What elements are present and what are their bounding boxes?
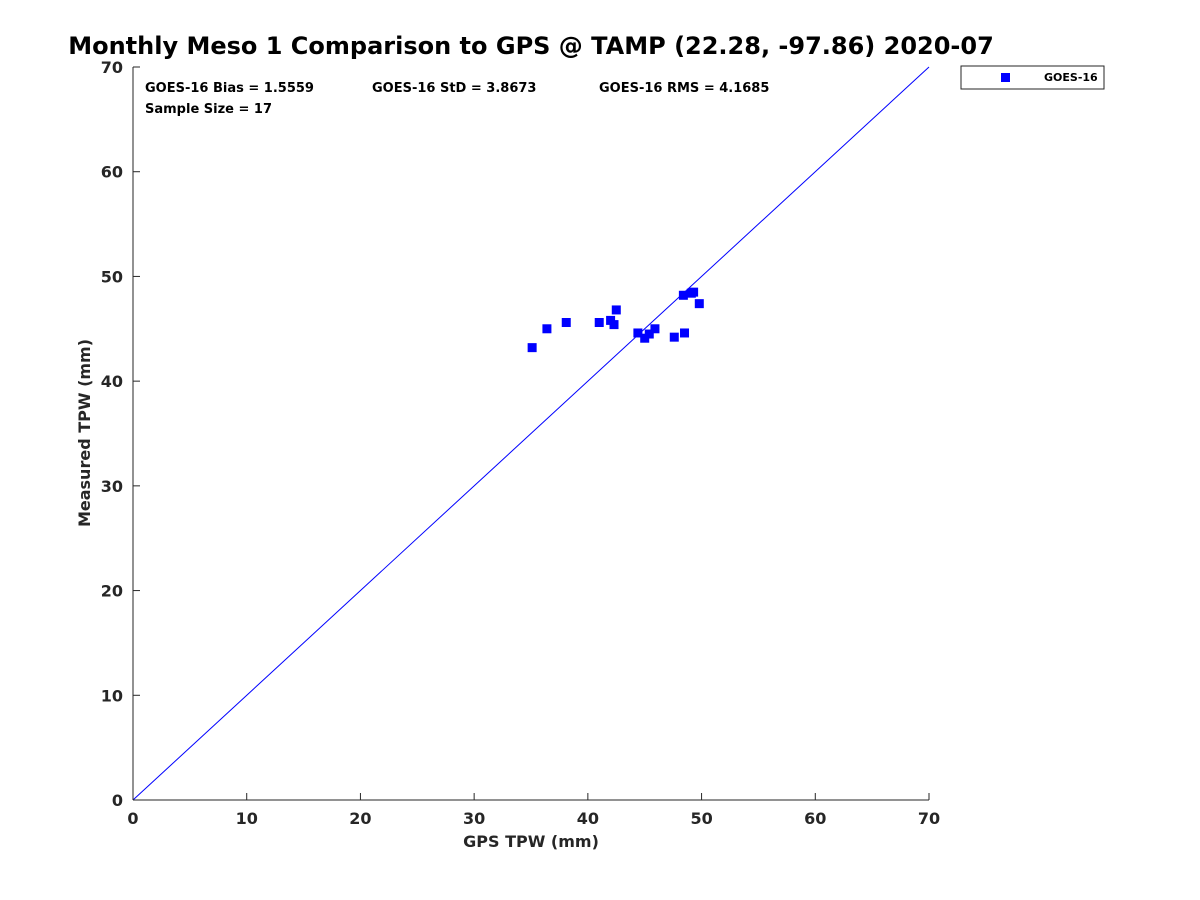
y-tick-label: 0: [112, 791, 123, 810]
x-tick-label: 70: [918, 809, 940, 828]
data-point: [640, 333, 650, 343]
data-point: [527, 343, 537, 353]
data-point: [680, 328, 690, 338]
y-tick-label: 60: [101, 163, 123, 182]
data-point: [689, 287, 699, 297]
y-axis-label: Measured TPW (mm): [75, 339, 94, 527]
x-tick-label: 10: [236, 809, 258, 828]
legend-label: GOES-16: [1044, 71, 1098, 84]
one-to-one-line: [132, 66, 930, 801]
legend-box: [960, 65, 1105, 90]
data-points: [527, 287, 704, 353]
plot-area: 0 10 20 30 40 50 60 70 0 10 20 30 40 50 60 70: [101, 58, 940, 828]
data-point: [694, 299, 704, 309]
rms-stat: GOES-16 RMS = 4.1685: [599, 81, 769, 96]
y-tick-label: 70: [101, 58, 123, 77]
std-stat: GOES-16 StD = 3.8673: [372, 81, 536, 96]
x-tick-label: 60: [804, 809, 826, 828]
x-tick-label: 30: [463, 809, 485, 828]
data-point: [594, 318, 604, 328]
y-tick-label: 20: [101, 582, 123, 601]
y-tick-label: 40: [101, 372, 123, 391]
data-point: [542, 324, 552, 334]
data-point: [650, 324, 660, 334]
y-ticks: 0 10 20 30 40 50 60 70: [101, 58, 140, 810]
x-tick-label: 20: [349, 809, 371, 828]
data-point: [609, 320, 619, 330]
data-point: [644, 329, 654, 339]
bias-stat: GOES-16 Bias = 1.5559: [145, 81, 314, 96]
legend-marker: [1001, 73, 1010, 82]
data-point: [678, 290, 688, 300]
x-tick-label: 50: [690, 809, 712, 828]
x-tick-label: 0: [127, 809, 138, 828]
x-axis-label: GPS TPW (mm): [463, 832, 599, 851]
chart-title: Monthly Meso 1 Comparison to GPS @ TAMP …: [68, 32, 994, 60]
x-ticks: 0 10 20 30 40 50 60 70: [127, 793, 940, 828]
y-tick-label: 30: [101, 477, 123, 496]
x-tick-label: 40: [577, 809, 599, 828]
data-point: [633, 328, 643, 338]
data-point: [669, 332, 679, 342]
sample-size-stat: Sample Size = 17: [145, 102, 272, 117]
y-tick-label: 10: [101, 686, 123, 705]
data-point: [611, 305, 621, 315]
y-tick-label: 50: [101, 267, 123, 286]
legend: GOES-16: [960, 65, 1105, 90]
data-point: [561, 318, 571, 328]
